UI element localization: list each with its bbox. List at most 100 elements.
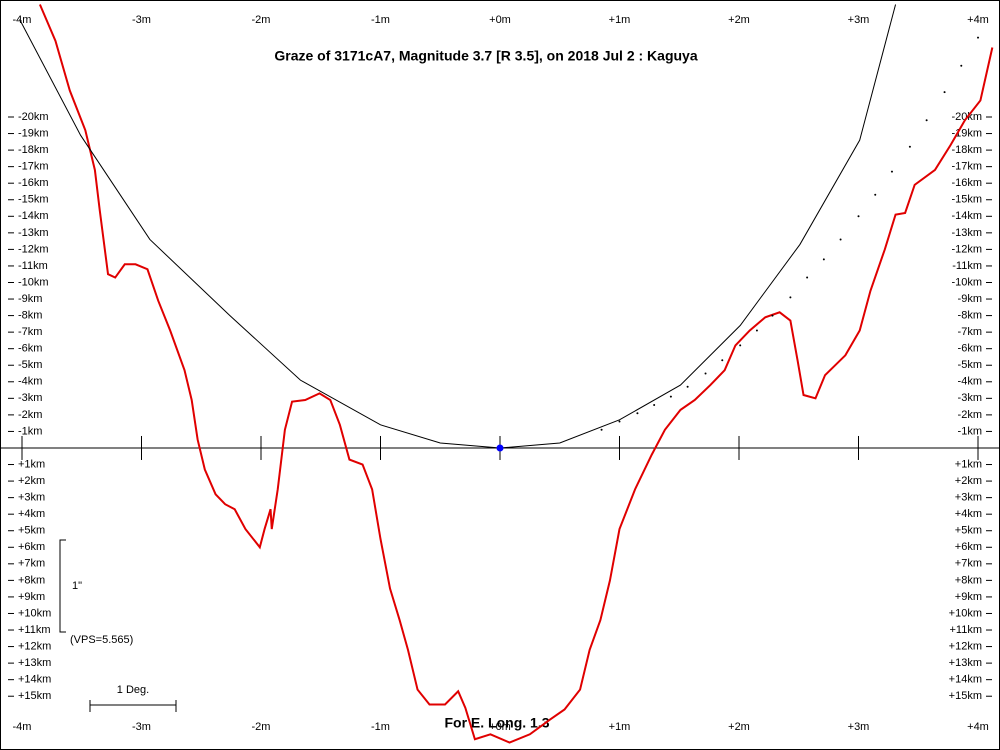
dot xyxy=(704,372,707,375)
dot xyxy=(874,193,877,196)
dot xyxy=(960,64,963,67)
x-tick-label: -1m xyxy=(371,721,390,733)
y-tick-label: +13km xyxy=(949,657,982,669)
y-tick-label: -19km xyxy=(951,127,982,139)
y-tick-label: +15km xyxy=(18,690,51,702)
x-tick-label: -3m xyxy=(132,721,151,733)
y-tick-label: +1km xyxy=(955,458,982,470)
y-tick-label: +7km xyxy=(18,558,45,570)
y-tick-label: +3km xyxy=(955,492,982,504)
y-tick-label: +14km xyxy=(949,674,982,686)
y-tick-label: +2km xyxy=(955,475,982,487)
y-tick-label: -11km xyxy=(952,260,982,272)
y-tick-label: -8km xyxy=(18,309,42,321)
dot xyxy=(789,296,792,299)
y-tick-label: -3km xyxy=(18,392,42,404)
x-tick-label: +3m xyxy=(848,14,870,26)
y-tick-label: -12km xyxy=(951,243,982,255)
dot xyxy=(806,276,809,279)
y-tick-label: -1km xyxy=(958,425,982,437)
y-tick-label: +11km xyxy=(18,624,51,636)
y-tick-label: -14km xyxy=(951,210,982,222)
y-tick-label: -11km xyxy=(18,260,48,272)
dot xyxy=(600,428,603,431)
y-tick-label: -16km xyxy=(18,177,49,189)
y-tick-label: +5km xyxy=(18,525,45,537)
y-tick-label: +14km xyxy=(18,674,51,686)
y-tick-label: -16km xyxy=(951,177,982,189)
y-tick-label: +15km xyxy=(949,690,982,702)
dot xyxy=(890,170,893,173)
center-point xyxy=(496,444,504,452)
y-tick-label: +11km xyxy=(949,624,982,636)
y-tick-label: -2km xyxy=(18,409,42,421)
y-tick-label: -9km xyxy=(18,293,42,305)
y-tick-label: -20km xyxy=(18,111,49,123)
y-tick-label: -13km xyxy=(18,227,49,239)
y-tick-label: +12km xyxy=(949,640,982,652)
dot xyxy=(857,215,860,218)
y-tick-label: +3km xyxy=(18,492,45,504)
y-tick-label: -15km xyxy=(18,194,49,206)
x-tick-label: +2m xyxy=(728,14,750,26)
annotation: 1" xyxy=(72,580,82,592)
x-tick-label: -4m xyxy=(13,14,32,26)
x-tick-label: +4m xyxy=(967,721,989,733)
dot xyxy=(618,420,621,423)
x-tick-label: +1m xyxy=(609,14,631,26)
y-tick-label: -18km xyxy=(18,144,49,156)
annotation: (VPS=5.565) xyxy=(70,634,133,646)
y-tick-label: -14km xyxy=(18,210,49,222)
y-tick-label: -8km xyxy=(958,309,982,321)
y-tick-label: -6km xyxy=(958,343,982,355)
dot xyxy=(686,385,689,388)
x-tick-label: +2m xyxy=(728,721,750,733)
annotation: 1 Deg. xyxy=(117,684,149,696)
y-tick-label: -4km xyxy=(958,376,982,388)
x-tick-label: +0m xyxy=(489,721,511,733)
y-tick-label: -15km xyxy=(951,194,982,206)
dot xyxy=(755,329,758,332)
y-tick-label: -18km xyxy=(951,144,982,156)
y-tick-label: +1km xyxy=(18,458,45,470)
x-tick-label: -3m xyxy=(132,14,151,26)
x-tick-label: +0m xyxy=(489,14,511,26)
y-tick-label: +7km xyxy=(955,558,982,570)
dot xyxy=(977,36,980,39)
y-tick-label: -12km xyxy=(18,243,49,255)
dot xyxy=(739,344,742,347)
dot xyxy=(925,119,928,122)
y-tick-label: +4km xyxy=(955,508,982,520)
dot xyxy=(822,258,825,261)
y-tick-label: +12km xyxy=(18,640,51,652)
x-tick-label: -2m xyxy=(252,721,271,733)
x-tick-label: +1m xyxy=(609,721,631,733)
x-tick-label: +3m xyxy=(848,721,870,733)
y-tick-label: -19km xyxy=(18,127,49,139)
y-tick-label: -5km xyxy=(958,359,982,371)
y-tick-label: -4km xyxy=(18,376,42,388)
scale-bar xyxy=(89,700,177,712)
y-tick-label: -2km xyxy=(958,409,982,421)
y-tick-label: -3km xyxy=(958,392,982,404)
x-tick-label: -4m xyxy=(13,721,32,733)
dot xyxy=(908,145,911,148)
y-tick-label: +5km xyxy=(955,525,982,537)
y-tick-label: -7km xyxy=(958,326,982,338)
y-tick-label: -10km xyxy=(18,276,49,288)
x-tick-label: -1m xyxy=(371,14,390,26)
chart-title: Graze of 3171cA7, Magnitude 3.7 [R 3.5],… xyxy=(274,48,697,64)
scale-bar xyxy=(59,539,66,633)
dot xyxy=(653,403,656,406)
y-tick-label: +4km xyxy=(18,508,45,520)
x-tick-label: -2m xyxy=(252,14,271,26)
x-tick-label: +4m xyxy=(967,14,989,26)
profile-line xyxy=(19,4,897,449)
dot xyxy=(721,359,724,362)
dot xyxy=(943,91,946,94)
dot xyxy=(839,238,842,241)
y-tick-label: +9km xyxy=(18,591,45,603)
y-tick-label: -13km xyxy=(951,227,982,239)
